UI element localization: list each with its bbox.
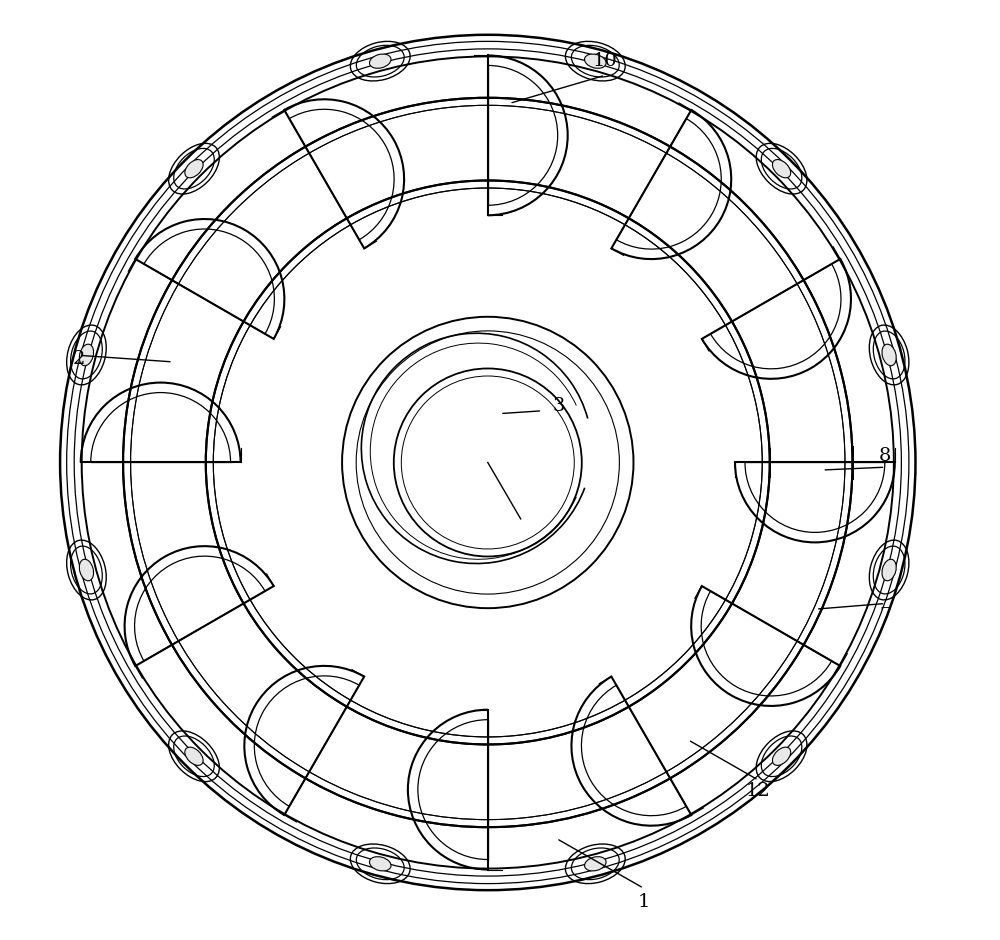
- Ellipse shape: [185, 747, 203, 765]
- Ellipse shape: [882, 344, 896, 366]
- Text: 2: 2: [73, 350, 85, 368]
- Text: 12: 12: [746, 782, 771, 801]
- Text: 10: 10: [593, 52, 618, 70]
- Text: 7: 7: [879, 606, 892, 625]
- Ellipse shape: [882, 559, 896, 581]
- Ellipse shape: [185, 160, 203, 178]
- Text: 1: 1: [638, 893, 650, 912]
- Text: 8: 8: [879, 446, 892, 465]
- Text: 3: 3: [552, 397, 565, 415]
- Ellipse shape: [772, 747, 791, 765]
- Ellipse shape: [79, 344, 94, 366]
- Ellipse shape: [585, 856, 606, 871]
- Ellipse shape: [369, 54, 391, 69]
- Ellipse shape: [79, 559, 94, 581]
- Ellipse shape: [772, 160, 791, 178]
- Ellipse shape: [585, 54, 606, 69]
- Ellipse shape: [369, 856, 391, 871]
